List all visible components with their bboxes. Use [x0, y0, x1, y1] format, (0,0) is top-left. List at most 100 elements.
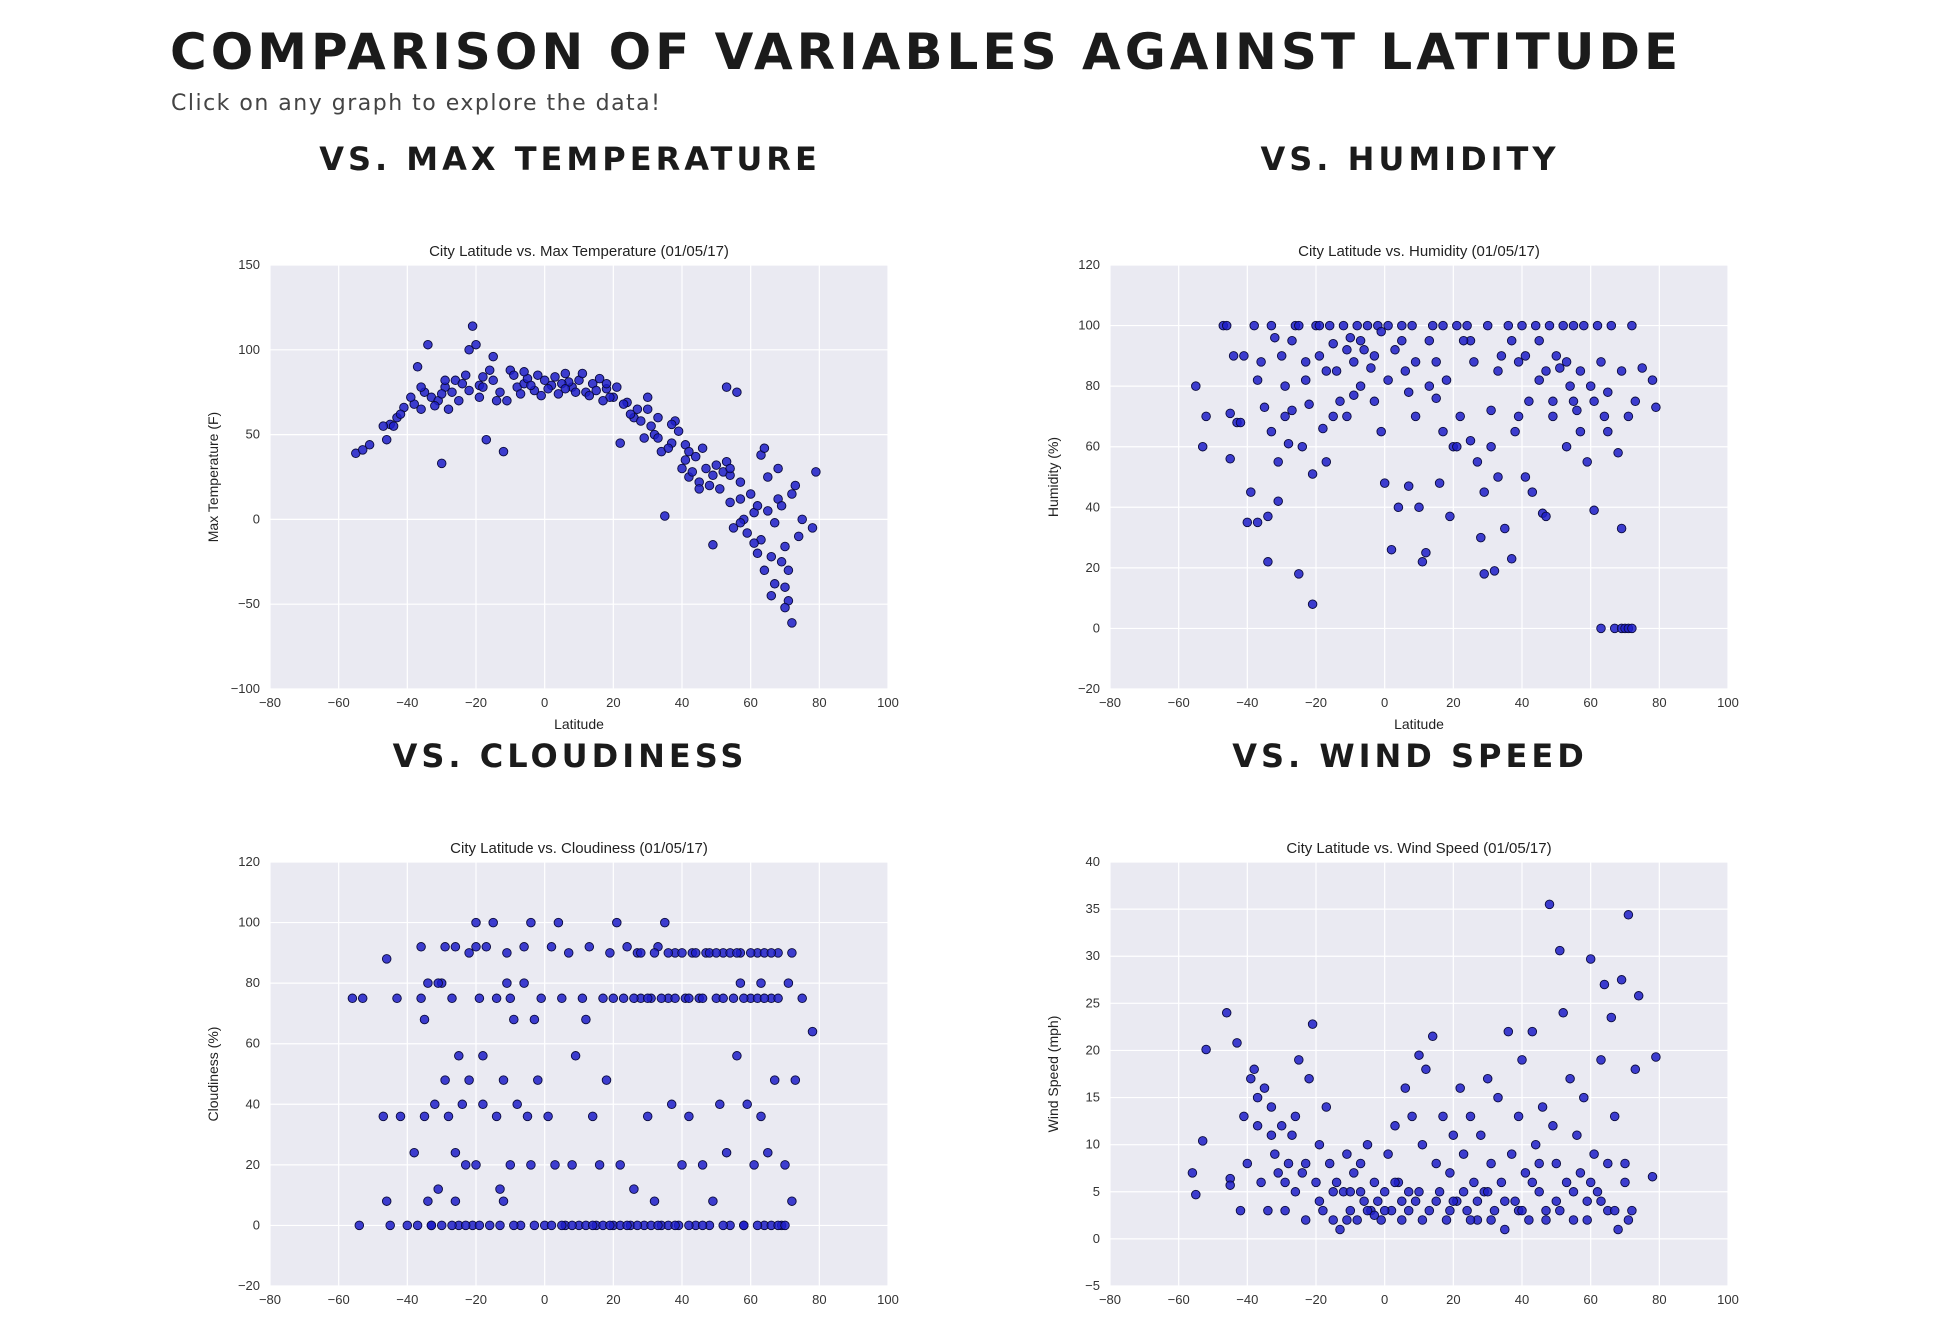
data-point: [646, 421, 656, 431]
data-point: [1596, 1055, 1606, 1065]
data-point: [1239, 1111, 1249, 1122]
data-point: [1362, 1205, 1373, 1216]
data-point: [708, 1196, 718, 1206]
data-point: [1592, 1187, 1603, 1197]
data-point: [1513, 1111, 1524, 1122]
data-point: [639, 433, 649, 443]
x-tick-label: 0: [1381, 695, 1388, 710]
data-point: [715, 484, 725, 494]
data-point: [1458, 1149, 1469, 1159]
x-axis-label: Latitude: [554, 716, 604, 732]
data-point: [570, 1051, 581, 1061]
data-point: [1606, 1012, 1617, 1023]
x-tick-label: 100: [877, 1292, 899, 1307]
data-point: [622, 942, 632, 952]
data-point: [567, 1220, 577, 1231]
data-point: [1623, 910, 1634, 920]
data-point: [1397, 1196, 1407, 1206]
data-point: [1609, 1205, 1620, 1216]
data-point: [1599, 979, 1610, 990]
x-tick-label: 60: [743, 695, 757, 710]
data-point: [632, 1220, 643, 1231]
data-point: [467, 321, 478, 331]
data-point: [780, 1220, 790, 1231]
data-point: [1314, 1196, 1325, 1206]
data-point: [749, 538, 759, 548]
data-point: [533, 1075, 543, 1085]
data-point: [567, 1160, 577, 1170]
y-tick-label: −100: [231, 681, 260, 696]
data-point: [745, 948, 756, 958]
data-point: [1400, 366, 1411, 376]
plot-area: [270, 862, 888, 1286]
data-point: [1565, 381, 1575, 391]
x-tick-label: 100: [877, 695, 899, 710]
chart-humidity[interactable]: −80 −60 −40 −20 0 20 40 60 80 100 −20 0 20 40 60 80 100 1…: [990, 220, 1739, 740]
data-point: [447, 993, 457, 1004]
chart-wind-speed[interactable]: −80 −60 −40 −20 0 20 40 60 80 100 −5 0 5 10 15 20 25 30 35…: [990, 817, 1739, 1307]
data-point: [536, 993, 546, 1004]
data-point: [478, 1099, 488, 1110]
data-point: [381, 434, 392, 445]
data-point: [443, 1111, 454, 1122]
data-point: [1328, 411, 1338, 422]
data-point: [1544, 320, 1555, 331]
data-point: [1469, 357, 1479, 367]
data-point: [790, 1075, 801, 1085]
data-point: [1603, 387, 1613, 397]
data-point: [550, 372, 560, 382]
data-point: [1266, 1102, 1277, 1112]
x-tick-label: 0: [541, 695, 548, 710]
data-point: [1369, 1177, 1380, 1188]
data-point: [780, 1160, 790, 1170]
data-point: [697, 1160, 708, 1170]
data-point: [1568, 1215, 1579, 1225]
x-tick-label: −80: [1099, 1292, 1121, 1307]
y-tick-label: 0: [253, 1217, 260, 1232]
x-tick-label: −20: [465, 1292, 487, 1307]
y-tick-label: 0: [253, 511, 260, 526]
data-point: [1314, 320, 1325, 331]
data-point: [615, 438, 625, 448]
data-point: [773, 993, 783, 1004]
data-point: [618, 993, 629, 1004]
data-point: [1599, 411, 1610, 422]
data-point: [505, 1160, 516, 1170]
data-point: [1551, 1158, 1562, 1169]
data-point: [1345, 1205, 1356, 1216]
data-point: [509, 1014, 519, 1025]
data-point: [509, 370, 519, 380]
data-point: [1407, 1111, 1417, 1122]
data-point: [728, 993, 739, 1004]
data-point: [1441, 375, 1452, 385]
data-point: [454, 395, 464, 406]
section-humidity: VS. HUMIDITY −80 −60 −40 −20 0 20 40 60 80 100 −20…: [990, 140, 1830, 740]
data-point: [1417, 1215, 1428, 1225]
data-point: [385, 1220, 395, 1231]
data-point: [550, 1160, 560, 1170]
data-point: [1465, 435, 1476, 446]
y-axis-label: Humidity (%): [1045, 437, 1061, 517]
data-point: [780, 541, 790, 552]
data-point: [704, 480, 715, 491]
data-point: [543, 384, 553, 394]
chart-max-temperature[interactable]: −80 −60 −40 −20 0 20 40 60 80 100 −100 −50 0 50 100 150…: [150, 220, 899, 740]
chart-cloudiness[interactable]: −80 −60 −40 −20 0 20 40 60 80 100 −20 0 20 40 60 80 100 1…: [150, 817, 899, 1307]
data-point: [783, 565, 794, 576]
data-point: [378, 1111, 389, 1122]
data-point: [783, 978, 794, 988]
data-point: [1441, 1215, 1452, 1225]
data-point: [1266, 426, 1277, 437]
data-point: [1541, 1205, 1551, 1216]
data-point: [680, 455, 691, 465]
data-point: [1386, 544, 1397, 555]
data-point: [769, 1075, 780, 1085]
data-point: [1575, 366, 1586, 376]
data-point: [625, 409, 636, 419]
data-point: [1585, 954, 1596, 964]
data-point: [718, 993, 728, 1004]
data-point: [1407, 320, 1417, 331]
data-point: [1530, 1139, 1541, 1150]
data-point: [436, 1220, 447, 1231]
data-point: [1246, 1073, 1256, 1084]
